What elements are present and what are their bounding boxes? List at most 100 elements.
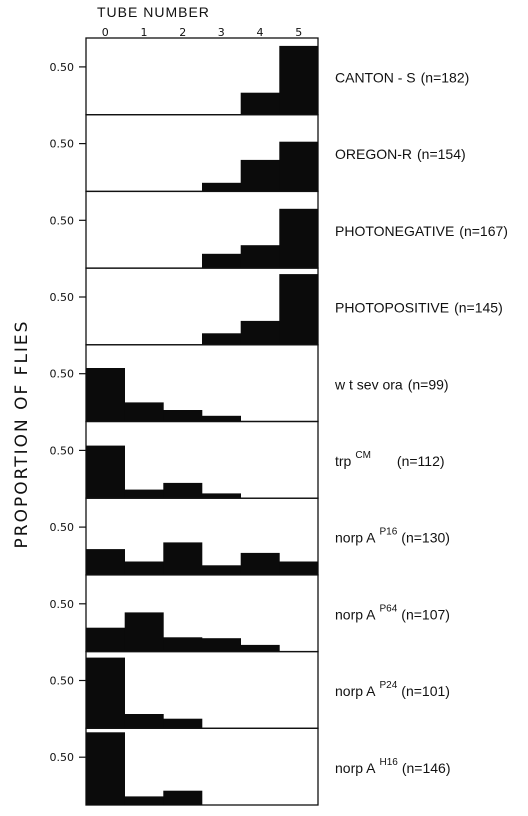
series-label: trp CM (n=112) [335, 450, 445, 469]
bar [279, 45, 319, 115]
bar [86, 627, 125, 652]
genotype-name: PHOTONEGATIVE [335, 223, 454, 239]
series-label: OREGON-R (n=154) [335, 146, 466, 162]
genotype-name: PHOTOPOSITIVE [335, 300, 449, 316]
y-tick-label: 0.50 [50, 138, 75, 151]
y-tick-label: 0.50 [50, 598, 75, 611]
sample-size: (n=154) [417, 146, 466, 162]
genotype-name: CANTON - S [335, 70, 416, 86]
bar [240, 92, 280, 115]
x-tick-label: 3 [218, 26, 225, 39]
bar [86, 445, 125, 499]
bar [279, 274, 319, 345]
series-label: norp A P16 (n=130) [335, 527, 450, 546]
bar [202, 253, 241, 269]
bar [86, 368, 125, 422]
series-label: norp A P64 (n=107) [335, 603, 450, 622]
y-tick-label: 0.50 [50, 61, 75, 74]
bar [124, 489, 164, 499]
panels: 0.50 CANTON - S (n=182) 0.50 OREGON-R (n=154)… [50, 37, 508, 806]
y-tick-label: 0.50 [50, 675, 75, 688]
genotype-name: OREGON-R [335, 146, 412, 162]
allele-superscript: H16 [379, 757, 398, 768]
bar [202, 565, 241, 575]
allele-superscript: P24 [379, 680, 397, 691]
series-label: w t sev ora (n=99) [334, 376, 449, 392]
allele-superscript: P16 [379, 527, 397, 538]
sample-size: (n=145) [454, 300, 503, 316]
bar [124, 796, 164, 805]
bar [202, 415, 241, 422]
genotype-name: norp A [335, 760, 376, 776]
sample-size: (n=99) [408, 376, 449, 392]
panel: 0.50 norp A H16 (n=146) [50, 727, 451, 806]
allele-superscript: CM [355, 450, 371, 461]
x-axis-title: TUBE NUMBER [97, 4, 210, 20]
bar [124, 612, 164, 652]
bar [279, 141, 319, 192]
bar [124, 561, 164, 575]
y-tick-label: 0.50 [50, 368, 75, 381]
series-label: norp A H16 (n=146) [335, 757, 451, 776]
bar [124, 402, 164, 422]
bar [163, 542, 203, 575]
panel: 0.50 norp A P24 (n=101) [50, 650, 450, 729]
x-tick-label: 2 [179, 26, 186, 39]
bar [202, 333, 241, 345]
bar [86, 549, 125, 575]
sample-size: (n=182) [421, 70, 470, 86]
x-tick-label: 4 [257, 26, 264, 39]
panel: 0.50 PHOTONEGATIVE (n=167) [50, 190, 508, 269]
series-label: PHOTONEGATIVE (n=167) [335, 223, 508, 239]
sample-size: (n=112) [397, 453, 445, 469]
x-tick-label: 1 [141, 26, 148, 39]
bar [202, 493, 241, 499]
y-tick-label: 0.50 [50, 444, 75, 457]
bar [163, 637, 203, 652]
x-tick-labels: 0 1 2 3 4 5 [102, 26, 302, 39]
panel: 0.50 norp A P16 (n=130) [50, 497, 450, 576]
x-tick-label: 0 [102, 26, 109, 39]
panel: 0.50 norp A P64 (n=107) [50, 574, 450, 653]
panel: 0.50 CANTON - S (n=182) [50, 37, 469, 116]
bar [240, 320, 280, 345]
series-label: CANTON - S (n=182) [335, 70, 469, 86]
series-label: norp A P24 (n=101) [335, 680, 450, 699]
panel: 0.50 trp CM (n=112) [50, 420, 445, 499]
series-label: PHOTOPOSITIVE (n=145) [335, 300, 503, 316]
bar [86, 657, 125, 729]
bar [240, 644, 280, 652]
y-tick-label: 0.50 [50, 291, 75, 304]
sample-size: (n=101) [401, 683, 450, 699]
sample-size: (n=107) [401, 606, 450, 622]
y-tick-label: 0.50 [50, 214, 75, 227]
panel: 0.50 PHOTOPOSITIVE (n=145) [50, 267, 503, 346]
sample-size: (n=167) [459, 223, 508, 239]
bar [163, 790, 203, 805]
genotype-name: norp A [335, 530, 376, 546]
bar [240, 245, 280, 269]
bar [124, 714, 164, 729]
bar [202, 182, 241, 192]
genotype-name: trp [335, 453, 352, 469]
y-axis-title: PROPORTION OF FLIES [12, 320, 32, 549]
x-tick-label: 5 [295, 26, 302, 39]
bar [163, 410, 203, 422]
sample-size: (n=130) [401, 530, 450, 546]
bar [163, 482, 203, 499]
genotype-name: w t sev ora [334, 376, 403, 392]
genotype-name: norp A [335, 683, 376, 699]
bar [202, 638, 241, 652]
genotype-name: norp A [335, 606, 376, 622]
y-tick-label: 0.50 [50, 751, 75, 764]
sample-size: (n=146) [402, 760, 451, 776]
bar [279, 561, 319, 575]
bar [240, 159, 280, 192]
panel: 0.50 OREGON-R (n=154) [50, 114, 466, 193]
bar [163, 718, 203, 729]
panel: 0.50 w t sev ora (n=99) [50, 344, 449, 423]
bar [240, 552, 280, 575]
allele-superscript: P64 [379, 603, 397, 614]
y-tick-label: 0.50 [50, 521, 75, 534]
